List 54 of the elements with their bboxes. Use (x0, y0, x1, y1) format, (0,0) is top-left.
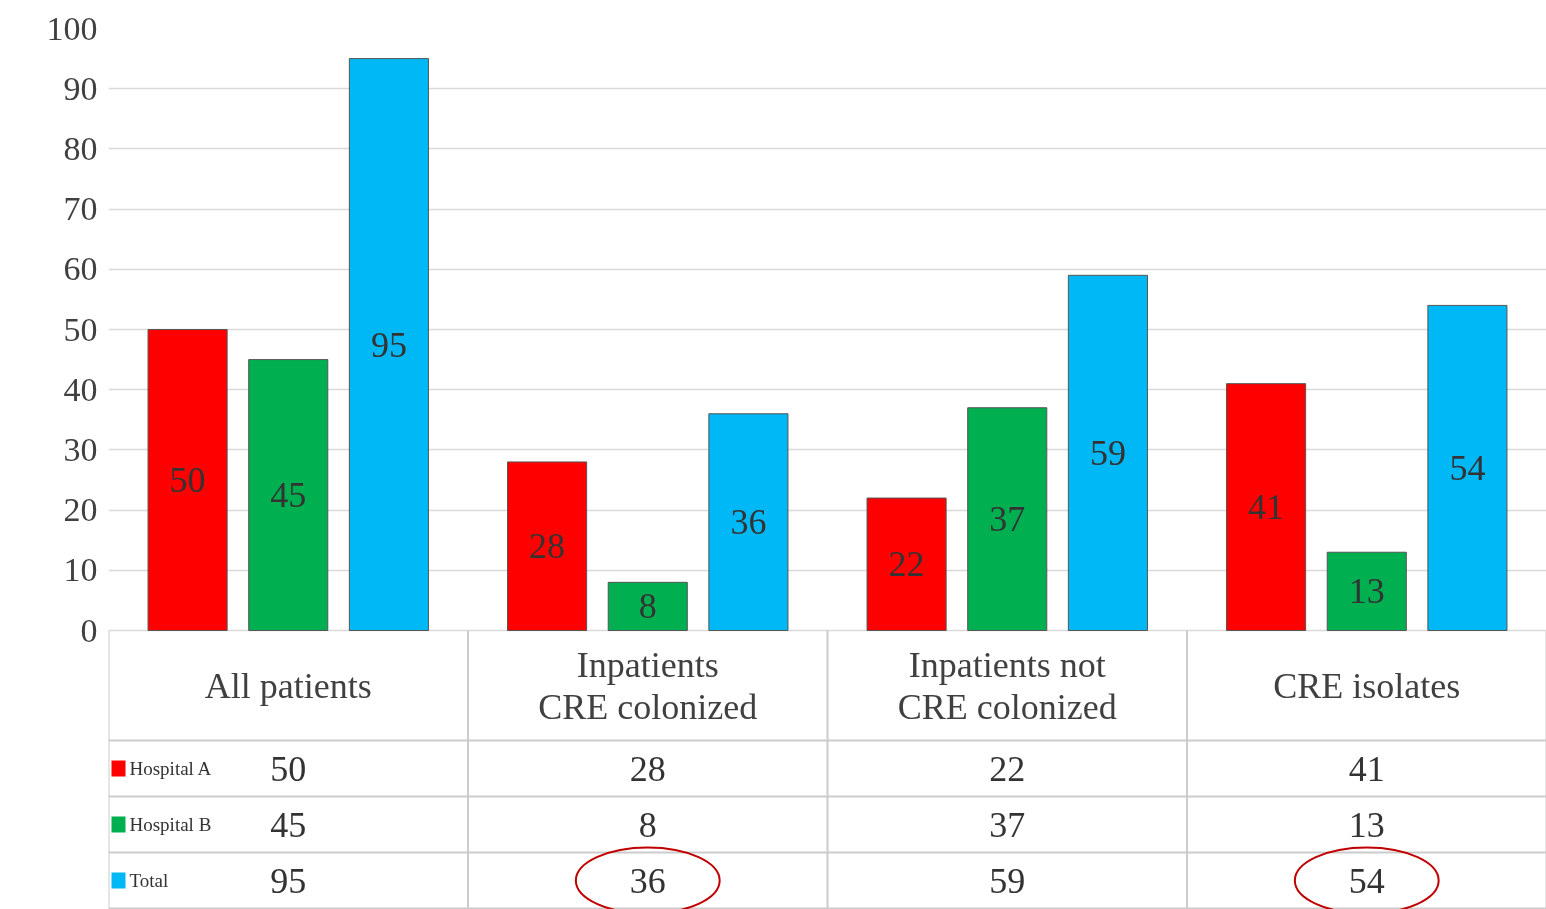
bar (507, 461, 588, 631)
y-tick-label: 50 (63, 310, 98, 348)
y-tick-label: 60 (63, 250, 98, 288)
data-label: 36 (629, 860, 666, 901)
text: 41 (1248, 487, 1285, 528)
legend-label: Total (129, 870, 169, 891)
bar (1427, 304, 1508, 631)
data-label: 59 (989, 860, 1026, 901)
x-tick-label: Inpatients CRE colonized (538, 644, 758, 727)
bar (967, 407, 1048, 631)
data-label: 28 (629, 748, 666, 789)
y-tick-label: 80 (63, 129, 98, 167)
data-label: 95 (270, 860, 307, 901)
data-label: 8 (638, 804, 657, 845)
y-tick-label: 90 (63, 69, 98, 107)
text: 59 (1089, 432, 1126, 473)
text: 45 (270, 475, 307, 516)
text: 22 (888, 544, 925, 585)
bar (1226, 383, 1307, 631)
legend-label: Hospital A (129, 758, 212, 779)
bar (1326, 551, 1407, 631)
data-label: 45 (270, 804, 307, 845)
bar (1067, 274, 1148, 631)
text: 13 (1348, 571, 1385, 612)
y-tick-label: 70 (63, 190, 98, 228)
y-tick-label: 30 (63, 430, 98, 468)
text: 8 (638, 586, 657, 627)
text: 37 (989, 499, 1026, 540)
x-tick-label: All patients (204, 665, 372, 706)
text: 36 (730, 502, 767, 543)
text: 50 (169, 460, 206, 500)
text: 54 (1449, 447, 1486, 488)
text: 28 (529, 526, 566, 567)
x-tick-label: Inpatients not CRE colonized (897, 644, 1117, 727)
y-tick-label: 40 (63, 370, 98, 408)
data-label: 41 (1348, 748, 1385, 789)
data-label: 37 (989, 804, 1026, 845)
legend-label: Hospital B (129, 814, 212, 835)
data-label: 54 (1348, 860, 1385, 901)
bar (866, 497, 947, 631)
data-label: 22 (989, 748, 1026, 789)
y-tick-label: 100 (46, 9, 98, 47)
bar (248, 359, 329, 631)
bar (147, 329, 228, 631)
y-tick-label: 20 (63, 491, 98, 529)
bar (607, 581, 688, 631)
data-label: 50 (270, 748, 307, 789)
bar (708, 413, 789, 631)
x-tick-label: CRE isolates (1273, 665, 1461, 706)
y-tick-label: 10 (63, 551, 98, 589)
text: 95 (370, 324, 407, 365)
y-tick-label: 0 (80, 611, 98, 649)
bar (348, 58, 429, 631)
data-label: 13 (1348, 804, 1385, 845)
